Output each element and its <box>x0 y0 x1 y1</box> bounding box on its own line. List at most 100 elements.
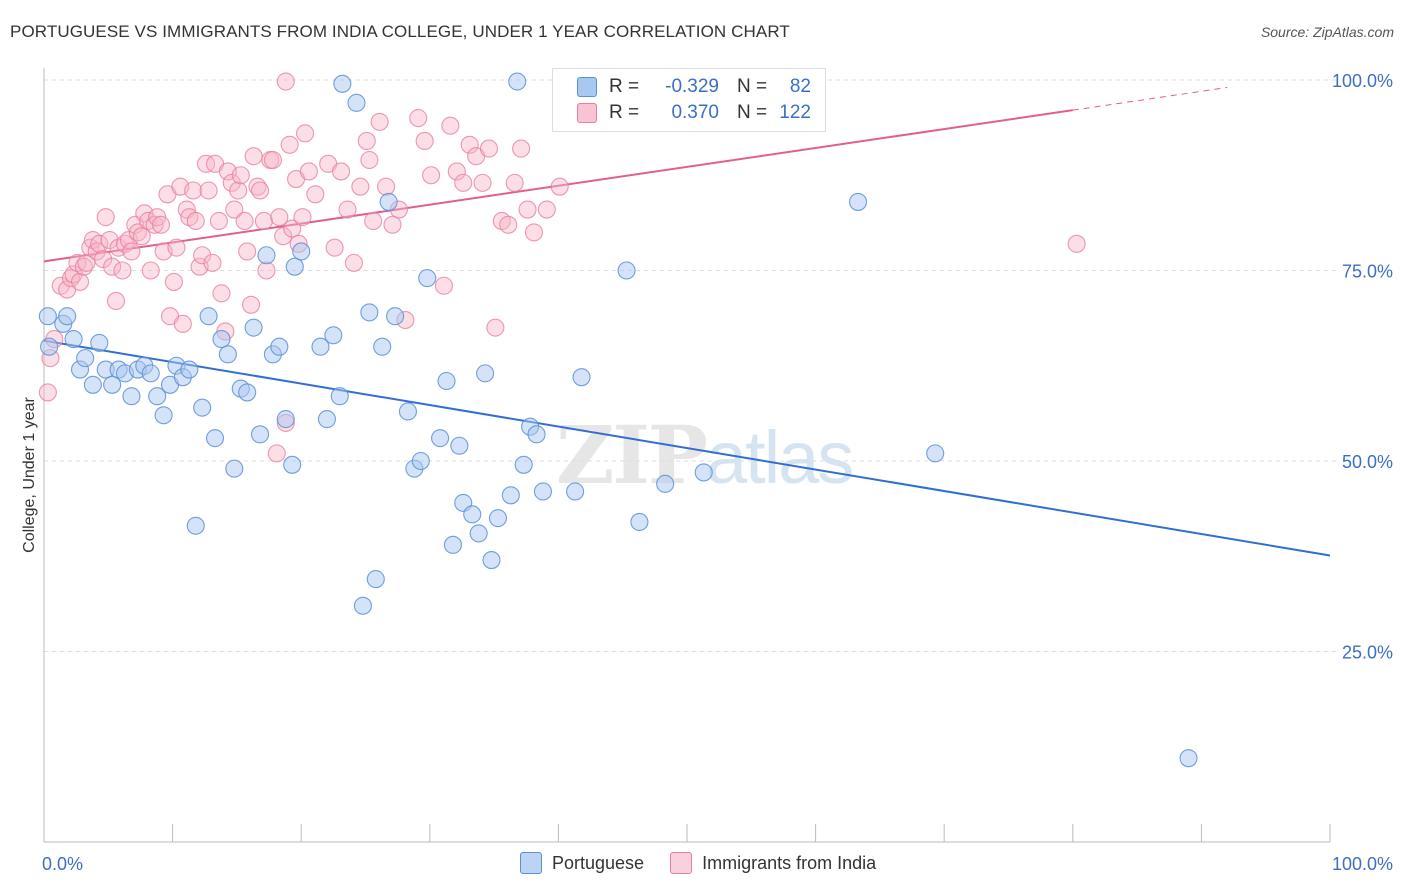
data-point-india <box>518 200 537 219</box>
data-point-india <box>1067 234 1086 253</box>
data-point-india <box>244 147 263 166</box>
data-point-portuguese <box>330 387 349 406</box>
trend-lines <box>43 87 1331 557</box>
data-point-india <box>505 173 524 192</box>
x-tick-label-max: 100.0% <box>1332 854 1393 874</box>
data-point-portuguese <box>533 482 553 501</box>
data-point-portuguese <box>141 364 160 383</box>
data-point-portuguese <box>463 505 482 524</box>
data-point-india <box>296 124 315 143</box>
data-point-india <box>96 208 115 227</box>
data-point-india <box>229 181 248 200</box>
data-point-portuguese <box>270 337 289 356</box>
data-point-india <box>173 314 192 333</box>
data-point-india <box>344 253 363 272</box>
data-point-india <box>460 135 479 154</box>
data-point-portuguese <box>926 444 945 463</box>
data-point-india <box>212 284 231 303</box>
y-tick-label: 100.0% <box>1332 71 1393 91</box>
data-point-india <box>441 116 460 135</box>
data-point-india <box>276 72 295 91</box>
legend-n-value: 122 <box>779 102 811 123</box>
data-point-india <box>250 181 270 200</box>
data-point-india <box>231 166 250 185</box>
legend-swatch-pink <box>670 852 693 874</box>
data-point-portuguese <box>148 387 167 406</box>
data-point-india <box>167 238 186 257</box>
data-point-india <box>141 261 160 280</box>
data-point-india <box>238 242 257 261</box>
data-point-portuguese <box>311 337 330 356</box>
data-point-india <box>338 200 357 219</box>
data-point-india <box>332 162 351 181</box>
chart-title: PORTUGUESE VS IMMIGRANTS FROM INDIA COLL… <box>10 22 790 41</box>
data-point-portuguese <box>257 246 276 265</box>
data-point-india <box>447 162 466 181</box>
data-point-india <box>360 150 379 170</box>
data-point-portuguese <box>154 406 173 425</box>
legend-item-india: Immigrants from India <box>670 852 876 874</box>
data-point-portuguese <box>103 375 122 394</box>
legend-r-label: R = <box>609 76 640 97</box>
data-point-portuguese <box>205 429 225 448</box>
data-point-india <box>364 211 383 231</box>
data-point-india <box>479 139 499 158</box>
data-point-india <box>415 131 434 151</box>
data-point-portuguese <box>469 524 488 543</box>
data-point-india <box>132 227 151 246</box>
trend-line-india-extension <box>1072 87 1228 111</box>
data-point-india <box>409 109 428 128</box>
data-point-portuguese <box>386 307 405 326</box>
data-point-india <box>164 272 183 291</box>
data-point-portuguese <box>199 307 218 326</box>
legend-row-portuguese: R = -0.329 N = 82 <box>577 75 811 99</box>
data-point-portuguese <box>572 368 591 387</box>
data-point-portuguese <box>317 410 336 429</box>
data-point-india <box>186 211 205 231</box>
data-point-india <box>257 261 276 280</box>
data-point-india <box>325 238 344 257</box>
data-point-india <box>370 112 389 131</box>
data-point-india <box>225 200 244 219</box>
legend-r-value: 0.370 <box>671 102 719 123</box>
source-label: Source: ZipAtlas.com <box>1260 24 1394 40</box>
data-point-portuguese <box>450 436 469 455</box>
legend-label-india: Immigrants from India <box>702 852 877 873</box>
data-point-portuguese <box>122 387 141 406</box>
data-point-india <box>103 257 122 276</box>
data-point-portuguese <box>180 360 199 379</box>
data-point-portuguese <box>238 383 257 402</box>
data-point-india <box>90 234 109 253</box>
data-point-portuguese <box>437 371 456 391</box>
data-point-portuguese <box>90 333 109 352</box>
data-point-india <box>122 242 141 261</box>
series-legend: Portuguese Immigrants from India <box>520 852 902 874</box>
data-point-india <box>64 265 83 284</box>
legend-n-label: N = <box>737 102 768 123</box>
data-point-india <box>299 162 318 181</box>
data-point-portuguese <box>514 455 533 474</box>
data-point-india <box>241 295 261 314</box>
data-point-india <box>422 166 441 185</box>
data-point-portuguese <box>443 535 462 554</box>
data-point-portuguese <box>193 398 212 417</box>
data-point-india <box>38 383 57 402</box>
data-point-india <box>473 173 492 192</box>
data-point-portuguese <box>1179 749 1198 768</box>
data-point-india <box>377 177 396 196</box>
data-point-india <box>199 181 218 200</box>
series-india-points <box>38 72 1086 463</box>
data-point-portuguese <box>848 192 868 211</box>
data-point-india <box>209 211 228 231</box>
data-point-india <box>499 215 518 234</box>
data-point-portuguese <box>38 307 57 326</box>
data-point-india <box>106 291 126 311</box>
data-point-portuguese <box>40 337 59 356</box>
y-tick-label: 75.0% <box>1342 262 1393 282</box>
data-point-portuguese <box>64 330 83 349</box>
axes <box>43 68 1331 843</box>
data-point-portuguese <box>285 257 304 276</box>
data-point-portuguese <box>656 474 675 493</box>
data-point-portuguese <box>250 425 270 444</box>
